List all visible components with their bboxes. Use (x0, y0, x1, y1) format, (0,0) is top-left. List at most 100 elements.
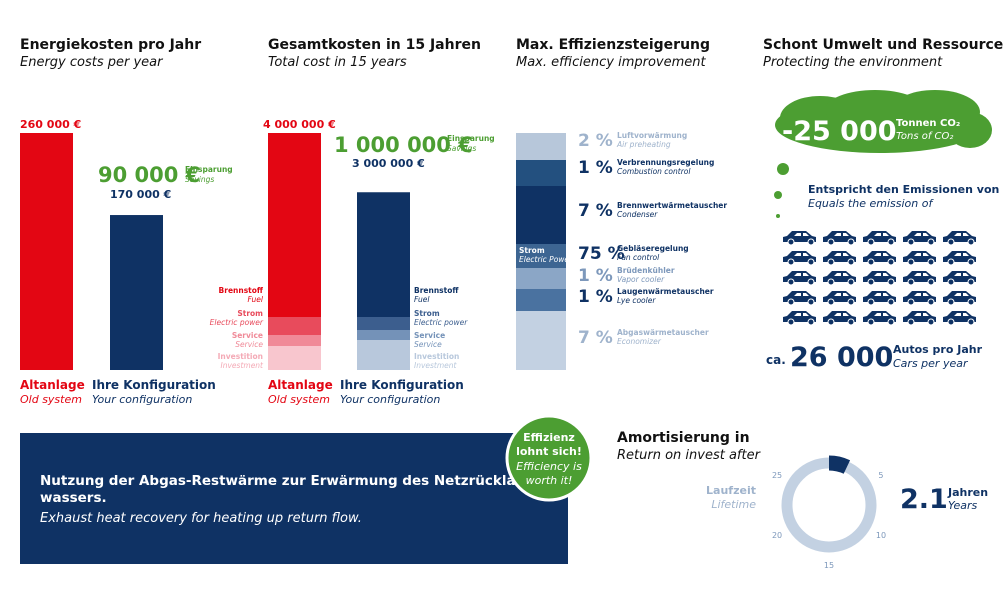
component-label: Brennstoff (219, 286, 264, 295)
banner-subtitle: Exhaust heat recovery for heating up ret… (40, 511, 362, 526)
ring-tick-label: 5 (878, 471, 883, 480)
wheel (967, 298, 975, 306)
window (954, 273, 969, 276)
component-label-en: Service (235, 340, 263, 349)
wheel (867, 318, 875, 326)
segment (516, 268, 566, 289)
years-unit: Jahren (947, 486, 988, 499)
wheel (967, 318, 975, 326)
component-label: Service (232, 331, 263, 340)
savings-label: Einsparung (185, 165, 233, 174)
wheel (827, 318, 835, 326)
segment (516, 311, 566, 370)
component-label-en: Electric power (414, 318, 468, 327)
component-label-en: Fuel (248, 295, 264, 304)
cars-unit-en: Cars per year (893, 357, 969, 370)
item-label-en: Condenser (617, 210, 658, 219)
segment (516, 160, 566, 186)
badge-text-en: Efficiency is (516, 460, 582, 473)
bar (110, 215, 163, 370)
value-label: 7 % (578, 201, 613, 221)
co2-unit-en: Tons of CO₂ (896, 131, 953, 142)
window (794, 313, 809, 316)
window (954, 233, 969, 236)
banner-title: Nutzung der Abgas-Restwärme zur Erwärmun… (40, 473, 536, 489)
bar-label: 170 000 € (110, 188, 171, 201)
wheel (887, 258, 895, 266)
category-label: Ihre Konfiguration (92, 378, 216, 392)
wheel (807, 298, 815, 306)
segment (357, 330, 410, 340)
ring-tick-label: 10 (876, 531, 886, 540)
component-label-en: Investment (221, 361, 265, 370)
wheel (827, 238, 835, 246)
wheel (867, 298, 875, 306)
segment (516, 244, 566, 268)
component-label-en: Service (414, 340, 442, 349)
bar-label: 4 000 000 € (263, 118, 336, 131)
window (794, 293, 809, 296)
bar (20, 133, 73, 370)
years-value: 2.1 (900, 484, 948, 515)
window (874, 253, 889, 256)
wheel (907, 278, 915, 286)
item-label-en: Vapor cooler (617, 275, 665, 284)
wheel (787, 318, 795, 326)
window (914, 273, 929, 276)
wheel (847, 238, 855, 246)
value-label: 75 % (578, 244, 625, 264)
wheel (947, 258, 955, 266)
value-label: 7 % (578, 328, 613, 348)
wheel (807, 318, 815, 326)
category-label: Ihre Konfiguration (340, 378, 464, 392)
equals: Entspricht den Emissionen von (808, 183, 999, 196)
wheel (847, 298, 855, 306)
segment (516, 133, 566, 160)
wheel (887, 238, 895, 246)
category-label-en: Old system (268, 393, 330, 406)
subheading: Max. efficiency improvement (516, 55, 707, 70)
value-label: 1 % (578, 266, 613, 286)
cloud (774, 90, 992, 218)
item-label: Laugenwärmetauscher (617, 287, 714, 296)
component-label: Strom (237, 309, 263, 318)
item-label-en: Lye cooler (617, 296, 656, 305)
wheel (827, 278, 835, 286)
equals-en: Equals the emission of (808, 197, 934, 210)
segment (516, 289, 566, 311)
wheel (927, 278, 935, 286)
item-label: Brüdenkühler (617, 266, 675, 275)
window (834, 233, 849, 236)
badge-text: lohnt sich! (516, 445, 582, 458)
wheel (947, 298, 955, 306)
wheel (847, 258, 855, 266)
segment (268, 346, 321, 370)
value-label: 2 % (578, 131, 613, 151)
co2-value: -25 000 (782, 116, 897, 147)
window (914, 253, 929, 256)
item-label: Luftvorwärmung (617, 131, 687, 140)
cars-unit: Autos pro Jahr (893, 343, 983, 356)
wheel (967, 278, 975, 286)
subheading: Protecting the environment (763, 55, 943, 70)
heading: Energiekosten pro Jahr (20, 37, 201, 53)
item-label-en: Air preheating (616, 140, 671, 149)
wheel (907, 318, 915, 326)
cars-prefix: ca. (766, 353, 786, 367)
savings-value: 90 000 € (98, 163, 200, 187)
co2-unit: Tonnen CO₂ (896, 118, 960, 129)
component-label-en: Investment (414, 361, 458, 370)
component-label: Strom (414, 309, 440, 318)
item-label: Abgaswärmetauscher (617, 328, 709, 337)
item-label-en: Economizer (617, 337, 662, 346)
bar-label: 260 000 € (20, 118, 81, 131)
wheel (927, 318, 935, 326)
wheel (967, 258, 975, 266)
wheel (907, 298, 915, 306)
item-label-en: Combustion control (617, 167, 691, 176)
window (954, 253, 969, 256)
subheading: Total cost in 15 years (268, 55, 407, 70)
wheel (867, 258, 875, 266)
window (954, 313, 969, 316)
